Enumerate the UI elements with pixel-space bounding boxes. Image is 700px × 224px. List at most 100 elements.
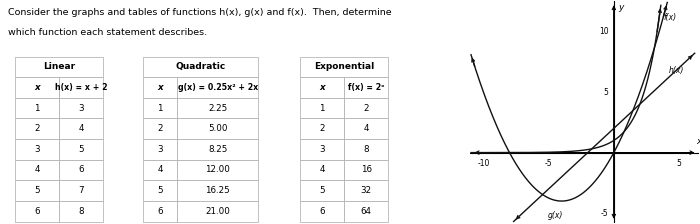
Bar [300,201,344,222]
Text: x: x [696,137,700,146]
Text: 2: 2 [157,124,162,133]
Text: 32: 32 [360,186,372,195]
Text: 2: 2 [319,124,325,133]
Text: g(x) = 0.25x² + 2x: g(x) = 0.25x² + 2x [178,83,258,92]
Bar [300,139,344,160]
Bar [59,180,103,201]
Text: 6: 6 [319,207,325,216]
Text: 5: 5 [78,145,84,154]
Bar [15,98,59,118]
Text: 12.00: 12.00 [205,166,230,174]
Text: 4: 4 [34,166,40,174]
Bar [177,180,258,201]
Bar [177,118,258,139]
Text: 4: 4 [78,124,84,133]
Text: -5: -5 [545,159,552,168]
Text: f(x) = 2ˣ: f(x) = 2ˣ [348,83,384,92]
Bar [177,77,258,98]
Bar [300,56,388,77]
Bar [300,180,344,201]
Text: h(x): h(x) [668,66,684,75]
Text: 7: 7 [78,186,84,195]
Bar [15,77,59,98]
Text: 5: 5 [34,186,40,195]
Text: f(x): f(x) [664,13,676,22]
Text: -10: -10 [477,159,489,168]
Bar [143,160,177,180]
Text: 4: 4 [319,166,325,174]
Text: 16.25: 16.25 [205,186,230,195]
Text: 16: 16 [360,166,372,174]
Bar [344,201,388,222]
Text: 3: 3 [319,145,325,154]
Text: 5: 5 [677,159,682,168]
Text: 10: 10 [599,27,608,36]
Bar [15,56,103,77]
Bar [59,77,103,98]
Bar [344,98,388,118]
Text: 1: 1 [157,104,162,113]
Bar [59,118,103,139]
Bar [300,98,344,118]
Bar [300,118,344,139]
Bar [143,77,177,98]
Text: 6: 6 [34,207,40,216]
Text: 3: 3 [157,145,162,154]
Bar [59,98,103,118]
Text: Quadratic: Quadratic [175,62,225,71]
Text: 2: 2 [34,124,40,133]
Text: 6: 6 [157,207,162,216]
Bar [300,77,344,98]
Text: 1: 1 [319,104,325,113]
Text: which function each statement describes.: which function each statement describes. [8,28,207,37]
Text: h(x) = x + 2: h(x) = x + 2 [55,83,107,92]
Bar [344,139,388,160]
Text: 8: 8 [78,207,84,216]
Bar [344,180,388,201]
Text: 8.25: 8.25 [208,145,228,154]
Text: Linear: Linear [43,62,75,71]
Text: x: x [157,83,162,92]
Text: 4: 4 [363,124,369,133]
Bar [177,201,258,222]
Bar [15,180,59,201]
Bar [143,56,258,77]
Text: 5: 5 [319,186,325,195]
Text: 1: 1 [34,104,40,113]
Bar [59,160,103,180]
Bar [59,201,103,222]
Text: 5: 5 [603,88,608,97]
Bar [143,118,177,139]
Bar [15,160,59,180]
Text: x: x [34,83,40,92]
Bar [344,118,388,139]
Text: 3: 3 [78,104,84,113]
Text: 64: 64 [360,207,372,216]
Bar [344,77,388,98]
Bar [143,201,177,222]
Bar [177,98,258,118]
Text: g(x): g(x) [547,211,563,220]
Text: 8: 8 [363,145,369,154]
Bar [143,180,177,201]
Text: 5: 5 [157,186,162,195]
Bar [177,139,258,160]
Bar [15,118,59,139]
Bar [15,139,59,160]
Text: Consider the graphs and tables of functions h(x), g(x) and f(x).  Then, determin: Consider the graphs and tables of functi… [8,8,392,17]
Text: 2.25: 2.25 [208,104,228,113]
Text: 4: 4 [157,166,162,174]
Text: 21.00: 21.00 [205,207,230,216]
Text: 3: 3 [34,145,40,154]
Text: -5: -5 [601,209,608,218]
Text: y: y [618,3,624,12]
Text: 2: 2 [363,104,369,113]
Bar [143,98,177,118]
Bar [344,160,388,180]
Text: 6: 6 [78,166,84,174]
Text: x: x [319,83,325,92]
Text: 5.00: 5.00 [208,124,228,133]
Bar [177,160,258,180]
Bar [15,201,59,222]
Text: Exponential: Exponential [314,62,374,71]
